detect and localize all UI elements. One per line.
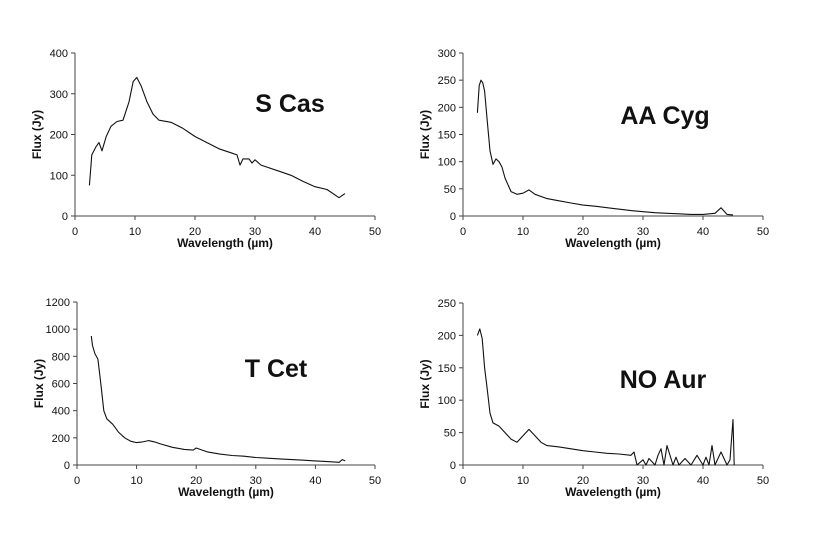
y-tick-label: 800 — [52, 351, 70, 363]
chart-s-cas: S Cas 0 100 200 300 400 0 10 20 30 40 50 Wavelength… — [30, 48, 381, 250]
y-axis-title: Flux (Jy) — [418, 110, 432, 159]
y-axis-title: Flux (Jy) — [30, 110, 44, 159]
y-tick-label: 1200 — [46, 297, 70, 309]
y-tick-label: 250 — [438, 298, 456, 310]
y-tick-label: 1000 — [46, 324, 70, 336]
y-axis-title: Flux (Jy) — [418, 359, 432, 408]
x-tick-label: 0 — [460, 475, 466, 487]
x-tick-label: 30 — [637, 226, 649, 238]
x-tick-label: 0 — [460, 226, 466, 238]
y-tick-label: 50 — [444, 428, 456, 440]
x-tick-label: 30 — [250, 475, 262, 487]
y-tick-label: 200 — [438, 330, 456, 342]
y-tick-label: 0 — [450, 211, 456, 223]
x-axis-title: Wavelength (µm) — [177, 236, 273, 250]
x-tick-label: 50 — [369, 226, 381, 238]
x-tick-label: 50 — [757, 226, 769, 238]
y-tick-label: 150 — [438, 130, 456, 142]
y-tick-label: 200 — [50, 130, 68, 142]
y-tick-label: 100 — [50, 170, 68, 182]
x-tick-label: 10 — [517, 226, 529, 238]
x-tick-label: 50 — [369, 475, 381, 487]
y-tick-label: 0 — [62, 211, 68, 223]
x-tick-label: 30 — [637, 475, 649, 487]
y-tick-label: 250 — [438, 75, 456, 87]
x-tick-label: 10 — [517, 475, 529, 487]
y-tick-label: 150 — [438, 363, 456, 375]
x-axis-title: Wavelength (µm) — [565, 485, 661, 499]
chart-title: T Cet — [245, 355, 308, 383]
x-tick-label: 30 — [249, 226, 261, 238]
y-tick-label: 600 — [52, 379, 70, 391]
y-axis-title: Flux (Jy) — [32, 359, 46, 408]
x-tick-label: 10 — [129, 226, 141, 238]
x-tick-label: 0 — [74, 475, 80, 487]
y-tick-label: 0 — [64, 460, 70, 472]
series-line — [476, 79, 734, 216]
y-tick-label: 100 — [438, 395, 456, 407]
x-tick-label: 40 — [309, 475, 321, 487]
x-tick-label: 20 — [577, 226, 589, 238]
chart-aa-cyg: AA Cyg 0 50 100 150 200 250 300 0 10 20 30 40 50 Wave… — [418, 48, 769, 250]
y-tick-label: 300 — [438, 48, 456, 60]
chart-title: AA Cyg — [620, 102, 709, 130]
x-tick-label: 20 — [189, 226, 201, 238]
y-tick-label: 400 — [52, 406, 70, 418]
y-tick-label: 400 — [50, 48, 68, 60]
y-tick-label: 100 — [438, 157, 456, 169]
x-tick-label: 0 — [72, 226, 78, 238]
x-axis-title: Wavelength (µm) — [178, 485, 274, 499]
series-line — [476, 328, 735, 466]
y-tick-label: 200 — [438, 102, 456, 114]
x-tick-label: 40 — [309, 226, 321, 238]
series-line — [90, 335, 346, 463]
x-tick-label: 50 — [757, 475, 769, 487]
x-tick-label: 20 — [190, 475, 202, 487]
x-tick-label: 40 — [697, 226, 709, 238]
x-tick-label: 40 — [697, 475, 709, 487]
chart-no-aur: NO Aur 0 50 100 150 200 250 0 10 20 30 40 50 Wavelen… — [418, 298, 769, 499]
x-tick-label: 20 — [577, 475, 589, 487]
chart-title: NO Aur — [620, 366, 707, 394]
series-line — [88, 76, 346, 199]
x-axis-title: Wavelength (µm) — [565, 236, 661, 250]
y-tick-label: 50 — [444, 184, 456, 196]
chart-title: S Cas — [255, 90, 324, 118]
y-tick-label: 200 — [52, 433, 70, 445]
y-tick-label: 300 — [50, 89, 68, 101]
y-tick-label: 0 — [450, 460, 456, 472]
chart-t-cet: T Cet 0 200 400 600 800 1000 1200 0 10 20 30 40 50 Wa… — [32, 297, 381, 499]
x-tick-label: 10 — [130, 475, 142, 487]
